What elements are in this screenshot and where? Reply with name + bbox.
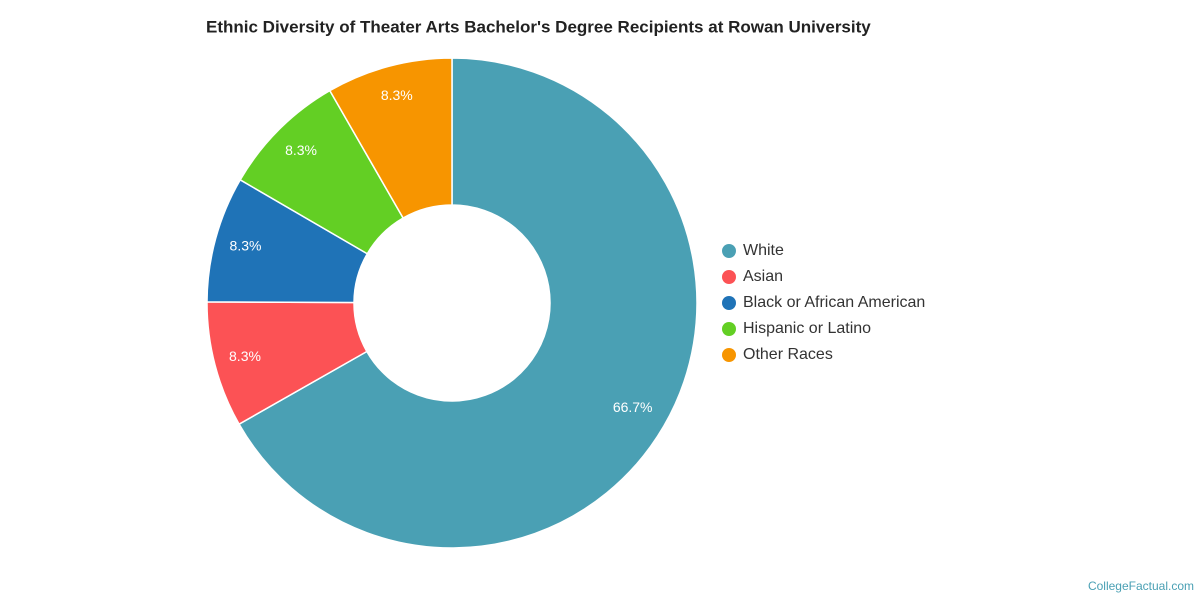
value-label: 8.3% — [229, 348, 261, 364]
legend-marker[interactable] — [722, 270, 736, 284]
value-label: 8.3% — [230, 238, 262, 254]
value-label: 8.3% — [381, 87, 413, 103]
legend-label[interactable]: White — [743, 242, 784, 259]
slice[interactable] — [238, 57, 698, 549]
legend-marker[interactable] — [722, 348, 736, 362]
legend-label[interactable]: Other Races — [743, 346, 833, 363]
chart-title: Ethnic Diversity of Theater Arts Bachelo… — [206, 17, 871, 36]
legend-label[interactable]: Hispanic or Latino — [743, 320, 871, 337]
legend-label[interactable]: Asian — [743, 268, 783, 285]
legend-marker[interactable] — [722, 296, 736, 310]
value-label: 66.7% — [613, 399, 653, 415]
legend-label[interactable]: Black or African American — [743, 294, 925, 311]
value-label: 8.3% — [285, 142, 317, 158]
slice[interactable] — [328, 57, 453, 220]
legend-marker[interactable] — [722, 322, 736, 336]
legend-marker[interactable] — [722, 244, 736, 258]
source-link[interactable]: CollegeFactual.com — [1088, 579, 1194, 593]
